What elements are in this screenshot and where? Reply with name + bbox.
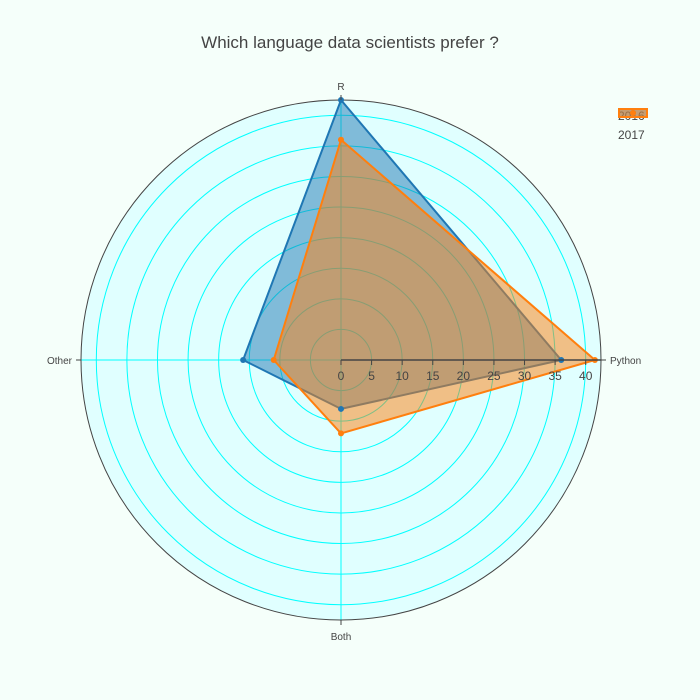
legend: 20162017 <box>618 106 648 144</box>
data-point-2017-R <box>338 136 344 143</box>
chart-title: Which language data scientists prefer ? <box>201 33 499 52</box>
data-point-2016-Other <box>240 357 247 363</box>
radial-tick-label: 10 <box>395 369 409 383</box>
data-point-2017-Other <box>270 357 277 363</box>
radial-tick-label: 40 <box>579 369 593 383</box>
radial-tick-label: 25 <box>487 369 501 383</box>
radial-tick-label: 30 <box>518 369 532 383</box>
angular-tick-label: Other <box>47 356 73 367</box>
radial-tick-label: 0 <box>338 369 345 383</box>
angular-tick-label: Both <box>331 632 352 643</box>
radial-tick-label: 35 <box>548 369 562 383</box>
legend-label: 2017 <box>618 127 645 142</box>
radial-tick-label: 15 <box>426 369 440 383</box>
legend-item-2017[interactable]: 2017 <box>618 108 648 144</box>
data-point-2016-Both <box>338 405 344 412</box>
angular-tick-label: R <box>337 82 344 93</box>
radial-tick-label: 20 <box>457 369 471 383</box>
data-point-2017-Both <box>338 430 344 437</box>
radial-tick-label: 5 <box>368 369 375 383</box>
legend-swatch <box>618 108 648 118</box>
angular-tick-label: Python <box>610 356 641 367</box>
